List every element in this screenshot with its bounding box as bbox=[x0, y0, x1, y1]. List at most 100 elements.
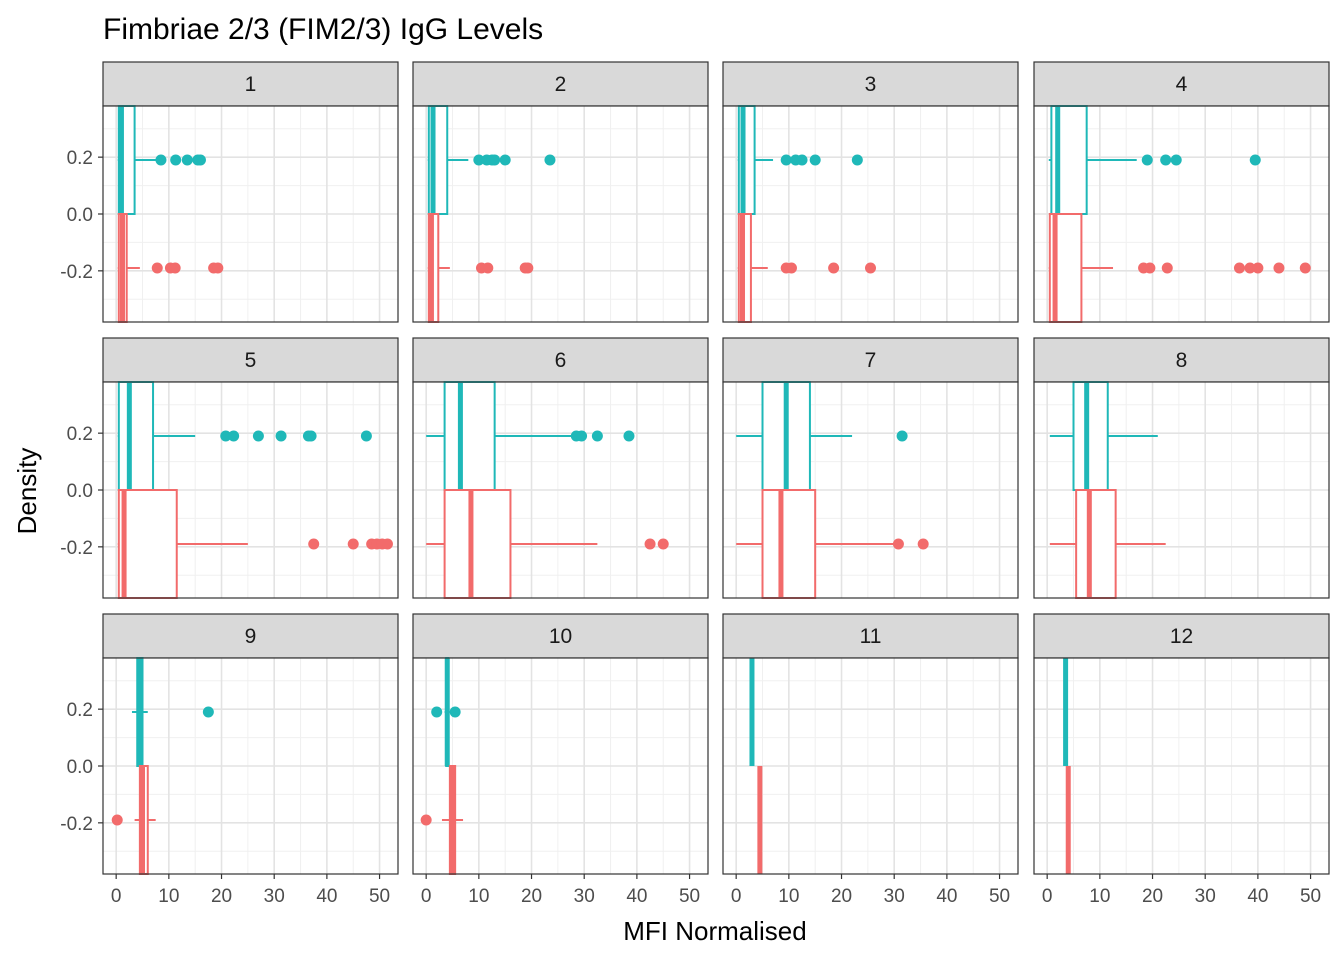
outlier-point bbox=[381, 538, 393, 550]
y-tick-label: 0.2 bbox=[67, 148, 93, 169]
y-tick-label: 0.2 bbox=[67, 424, 93, 445]
x-tick-label: 30 bbox=[264, 886, 285, 907]
boxplot-teal bbox=[117, 105, 206, 215]
y-tick-label: 0.0 bbox=[67, 757, 93, 778]
outlier-point bbox=[644, 538, 656, 550]
x-tick-label: 0 bbox=[111, 886, 122, 907]
x-tick-label: 30 bbox=[1195, 886, 1216, 907]
outlier-point bbox=[1161, 262, 1173, 274]
panel-8: 8 bbox=[1033, 337, 1330, 599]
strip-background bbox=[722, 337, 1019, 383]
boxplot-salmon bbox=[1049, 489, 1166, 599]
outlier-point bbox=[220, 430, 232, 442]
outlier-point bbox=[308, 538, 320, 550]
strip-label: 4 bbox=[1176, 73, 1188, 96]
outlier-point bbox=[809, 154, 821, 166]
outlier-point bbox=[181, 154, 193, 166]
outlier-point bbox=[228, 430, 240, 442]
y-tick-label: -0.2 bbox=[60, 814, 93, 835]
panel-3: 3 bbox=[722, 61, 1019, 323]
outlier-point bbox=[212, 262, 224, 274]
panel-border bbox=[1033, 381, 1330, 599]
outlier-point bbox=[482, 262, 494, 274]
strip-label: 10 bbox=[549, 625, 572, 648]
x-tick-label: 20 bbox=[521, 886, 542, 907]
facet-panels: 1 0.2 0.0 -0.2 2 3 4 5 0.2 0.0 -0.2 6 7 8 9 0.2 0.0 -0.2 0… bbox=[60, 61, 1330, 907]
boxplot-teal bbox=[117, 381, 372, 491]
boxplot-teal bbox=[426, 381, 635, 491]
x-tick-label: 10 bbox=[1089, 886, 1110, 907]
x-tick-label: 20 bbox=[211, 886, 232, 907]
boxplot-salmon bbox=[427, 213, 534, 323]
outlier-point bbox=[275, 430, 287, 442]
strip-background bbox=[1033, 337, 1330, 383]
strip-label: 2 bbox=[555, 73, 567, 96]
boxplot-salmon bbox=[117, 213, 224, 323]
outlier-point bbox=[796, 154, 808, 166]
outlier-point bbox=[169, 262, 181, 274]
x-tick-label: 10 bbox=[778, 886, 799, 907]
strip-background bbox=[412, 337, 709, 383]
panel-border bbox=[412, 105, 709, 323]
boxplot-teal bbox=[736, 381, 908, 491]
strip-background bbox=[722, 61, 1019, 107]
outlier-point bbox=[194, 154, 206, 166]
boxplot-salmon bbox=[426, 489, 669, 599]
panel-border bbox=[1033, 105, 1330, 323]
outlier-point bbox=[544, 154, 556, 166]
strip-background bbox=[412, 613, 709, 659]
outlier-point bbox=[1233, 262, 1245, 274]
outlier-point bbox=[623, 430, 635, 442]
panel-border bbox=[412, 657, 709, 875]
outlier-point bbox=[828, 262, 840, 274]
panel-border bbox=[412, 381, 709, 599]
strip-label: 12 bbox=[1170, 625, 1193, 648]
outlier-point bbox=[473, 154, 485, 166]
x-tick-label: 40 bbox=[316, 886, 337, 907]
x-tick-label: 50 bbox=[369, 886, 390, 907]
strip-label: 6 bbox=[555, 349, 567, 372]
panel-7: 7 bbox=[722, 337, 1019, 599]
strip-label: 7 bbox=[865, 349, 877, 372]
box bbox=[1075, 489, 1117, 599]
y-axis-title: Density bbox=[12, 448, 42, 535]
box bbox=[443, 381, 496, 491]
outlier-point bbox=[522, 262, 534, 274]
boxplot-teal bbox=[737, 105, 863, 215]
outlier-point bbox=[896, 430, 908, 442]
outlier-point bbox=[1170, 154, 1182, 166]
y-tick-label: 0.2 bbox=[67, 700, 93, 721]
x-tick-label: 0 bbox=[731, 886, 742, 907]
strip-background bbox=[102, 613, 399, 659]
strip-label: 3 bbox=[865, 73, 877, 96]
outlier-point bbox=[1273, 262, 1285, 274]
strip-label: 8 bbox=[1176, 349, 1188, 372]
strip-background bbox=[102, 61, 399, 107]
panel-2: 2 bbox=[412, 61, 709, 323]
outlier-point bbox=[1299, 262, 1311, 274]
outlier-point bbox=[657, 538, 669, 550]
outlier-point bbox=[305, 430, 317, 442]
box bbox=[443, 489, 512, 599]
outlier-point bbox=[420, 814, 432, 826]
box bbox=[117, 381, 155, 491]
y-tick-label: -0.2 bbox=[60, 262, 93, 283]
outlier-point bbox=[431, 706, 443, 718]
x-tick-label: 0 bbox=[421, 886, 432, 907]
x-tick-label: 40 bbox=[626, 886, 647, 907]
strip-label: 5 bbox=[245, 349, 257, 372]
strip-background bbox=[722, 613, 1019, 659]
strip-background bbox=[102, 337, 399, 383]
x-tick-label: 50 bbox=[679, 886, 700, 907]
outlier-point bbox=[1249, 154, 1261, 166]
outlier-point bbox=[917, 538, 929, 550]
chart-title: Fimbriae 2/3 (FIM2/3) IgG Levels bbox=[103, 13, 543, 46]
x-tick-label: 40 bbox=[936, 886, 957, 907]
boxplot-teal bbox=[1049, 381, 1158, 491]
strip-label: 9 bbox=[245, 625, 257, 648]
outlier-point bbox=[892, 538, 904, 550]
panel-border bbox=[722, 105, 1019, 323]
strip-label: 11 bbox=[860, 625, 882, 648]
outlier-point bbox=[489, 154, 501, 166]
